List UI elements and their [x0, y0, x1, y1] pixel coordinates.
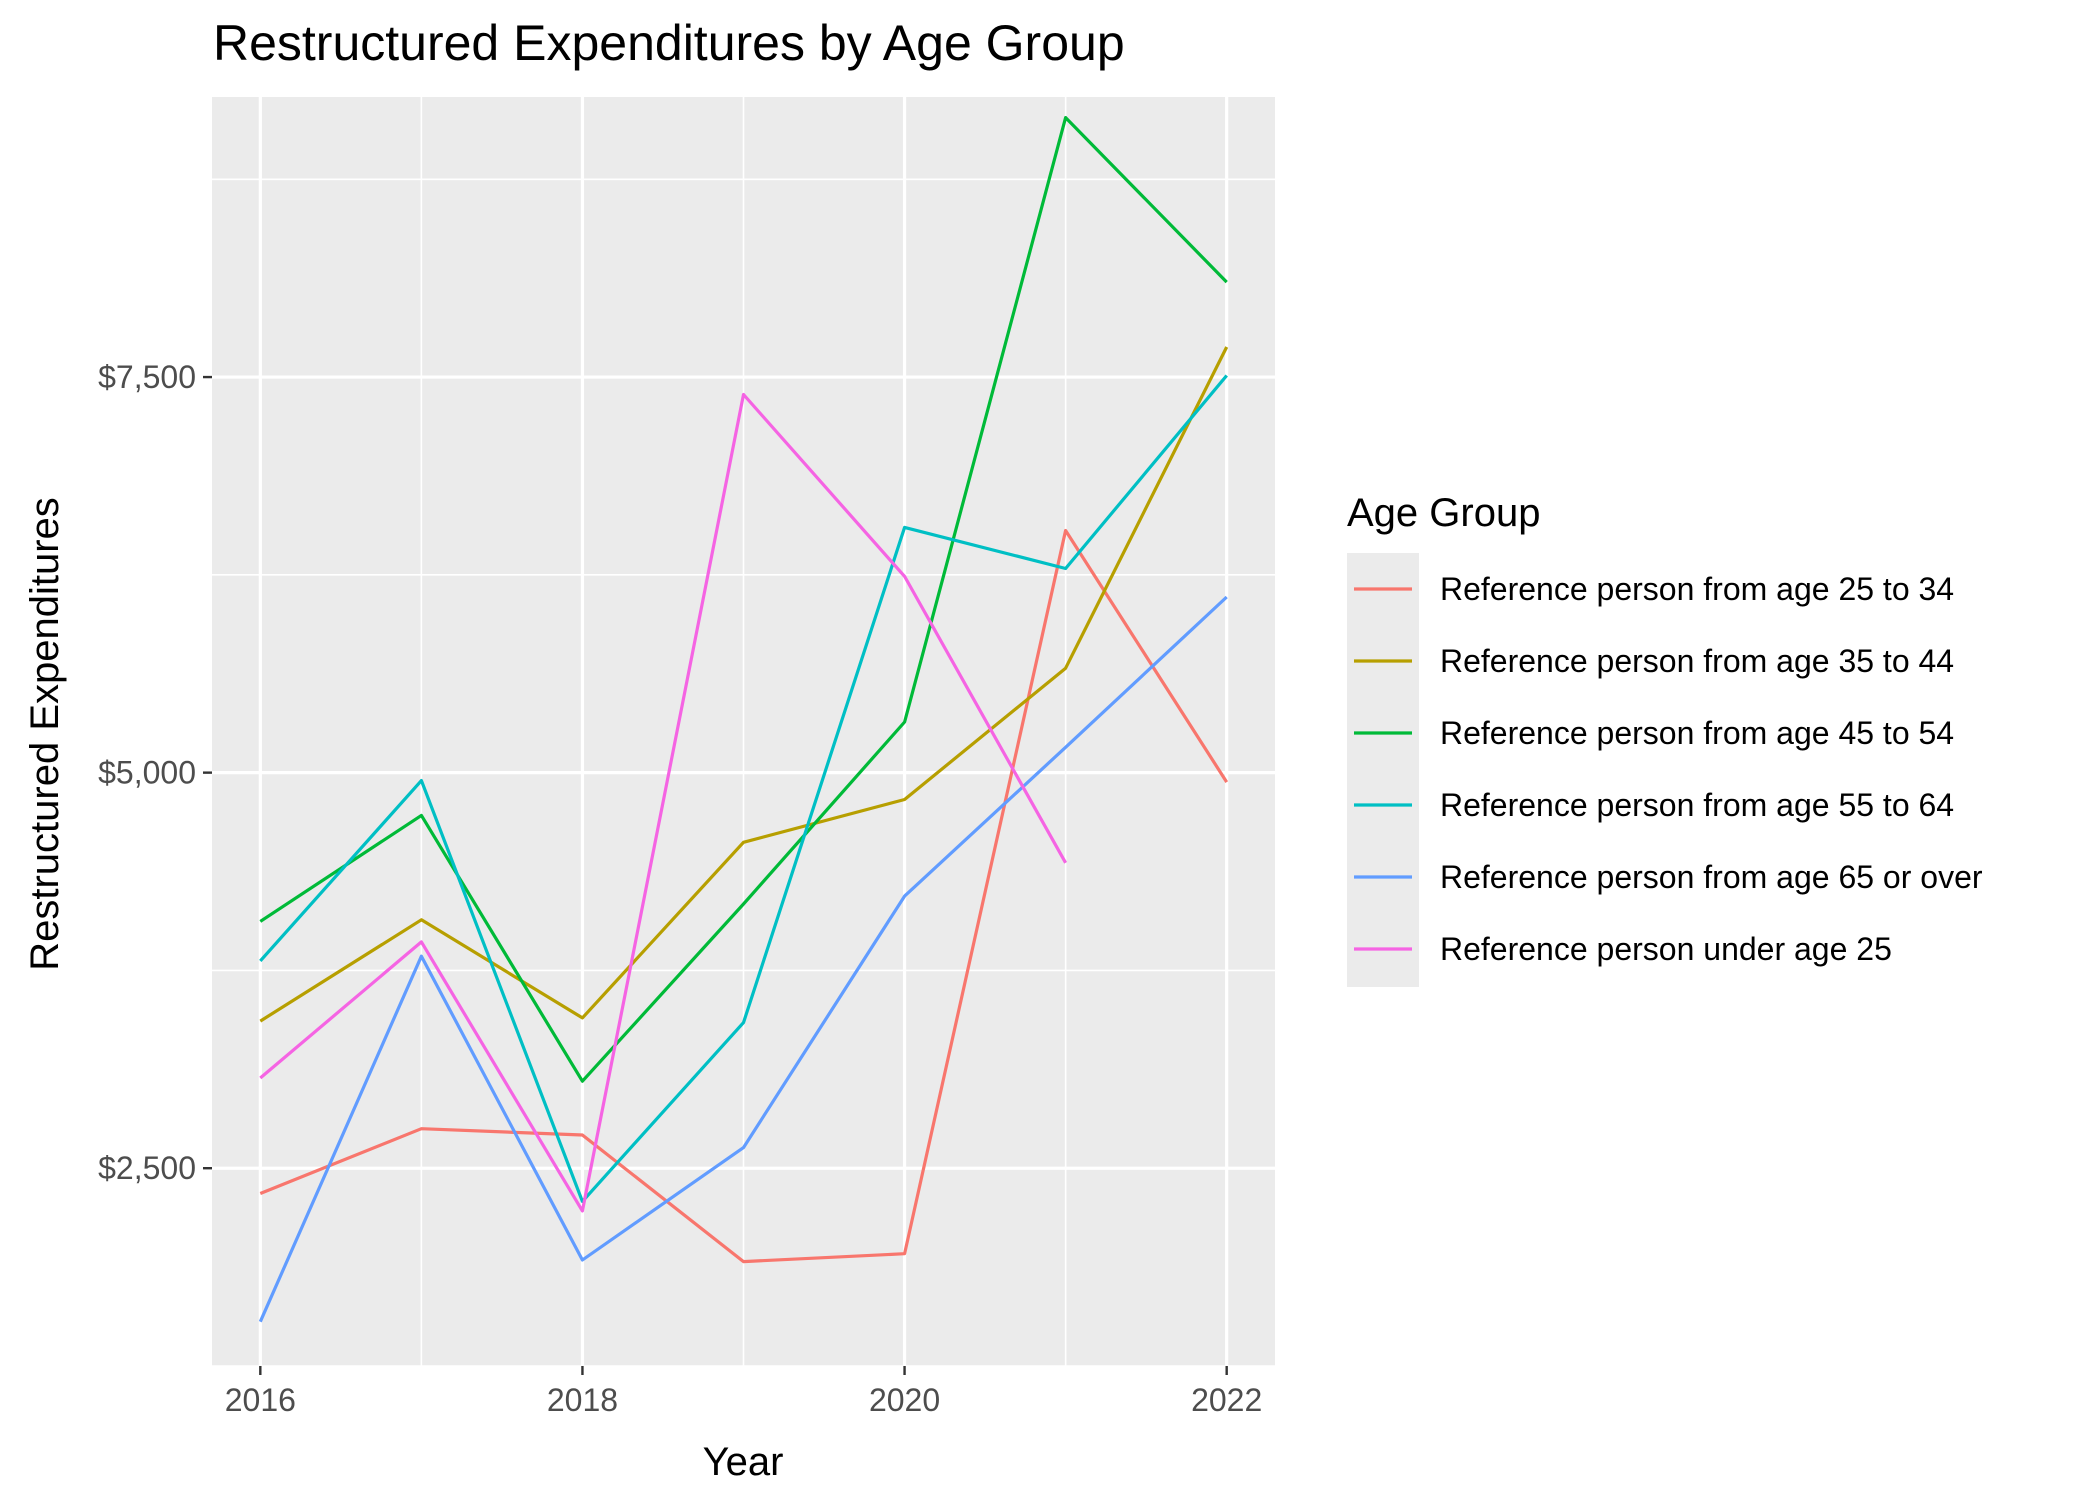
y-tick-label: $7,500: [98, 359, 196, 395]
legend-label: Reference person from age 25 to 34: [1440, 571, 1954, 607]
series-line: [259, 346, 1229, 1023]
grid-minor: [212, 97, 1275, 1367]
x-axis-title: Year: [703, 1440, 784, 1484]
series-line: [258, 595, 1228, 1323]
legend-item: Reference person from age 25 to 34: [1354, 571, 1954, 607]
y-axis-title: Restructured Expenditures: [23, 497, 67, 971]
legend-item: Reference person from age 55 to 64: [1354, 787, 1954, 823]
x-tick-label: 2016: [225, 1382, 296, 1418]
legend-item: Reference person from age 45 to 54: [1354, 715, 1954, 751]
legend-title: Age Group: [1347, 491, 1540, 535]
y-tick-label: $5,000: [98, 755, 196, 791]
legend: Age Group Reference person from age 25 t…: [1347, 491, 1983, 987]
legend-label: Reference person from age 35 to 44: [1440, 643, 1954, 679]
x-tick-label: 2018: [547, 1382, 618, 1418]
legend-label: Reference person from age 55 to 64: [1440, 787, 1954, 823]
series-line: [259, 528, 1229, 1264]
grid-major: [212, 97, 1275, 1366]
x-tick-label: 2020: [869, 1382, 940, 1418]
series-lines: [258, 115, 1229, 1323]
series-line: [259, 374, 1228, 1204]
legend-label: Reference person from age 45 to 54: [1440, 715, 1954, 751]
series-line: [259, 392, 1067, 1213]
axis-ticks: $2,500 $5,000 $7,500 2016 2018 2020 2022: [98, 359, 1262, 1418]
legend-label: Reference person under age 25: [1440, 931, 1892, 967]
y-tick-label: $2,500: [98, 1150, 196, 1186]
legend-item: Reference person from age 65 or over: [1354, 859, 1983, 895]
legend-label: Reference person from age 65 or over: [1440, 859, 1983, 895]
x-tick-label: 2022: [1191, 1382, 1262, 1418]
legend-key-background: [1347, 553, 1419, 987]
chart-title: Restructured Expenditures by Age Group: [213, 15, 1125, 71]
legend-item: Reference person from age 35 to 44: [1354, 643, 1954, 679]
series-line: [259, 115, 1228, 1083]
legend-item: Reference person under age 25: [1354, 931, 1892, 967]
